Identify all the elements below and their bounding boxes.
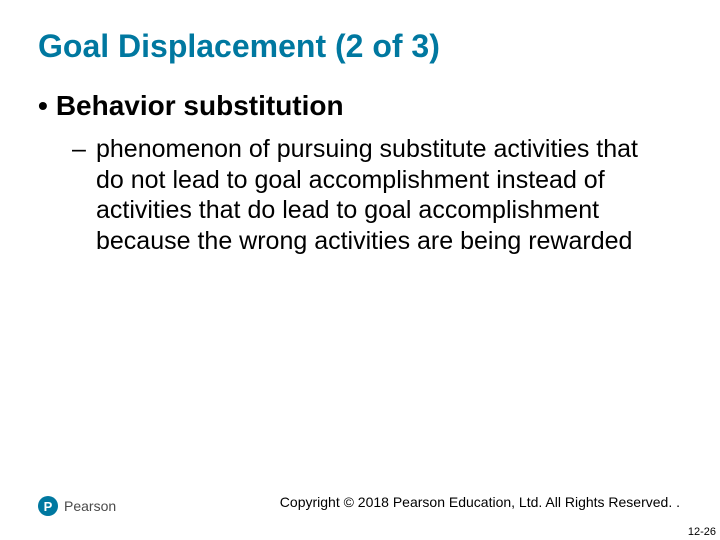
bullet-level-1: • Behavior substitution (38, 90, 344, 122)
slide: Goal Displacement (2 of 3) • Behavior sub… (0, 0, 720, 540)
publisher-logo: P Pearson (38, 496, 116, 516)
slide-title: Goal Displacement (2 of 3) (38, 28, 440, 65)
page-number: 12-26 (688, 526, 716, 538)
bullet-level-1-text: Behavior substitution (56, 90, 344, 121)
bullet-level-2: – phenomenon of pursuing substitute acti… (74, 134, 664, 256)
copyright-text: Copyright © 2018 Pearson Education, Ltd.… (280, 494, 680, 510)
bullet-marker-dash: – (72, 134, 86, 165)
logo-letter: P (44, 499, 53, 514)
bullet-marker-dot: • (38, 90, 48, 122)
logo-circle-icon: P (38, 496, 58, 516)
bullet-level-2-text: phenomenon of pursuing substitute activi… (96, 134, 664, 256)
logo-brand-text: Pearson (64, 498, 116, 514)
